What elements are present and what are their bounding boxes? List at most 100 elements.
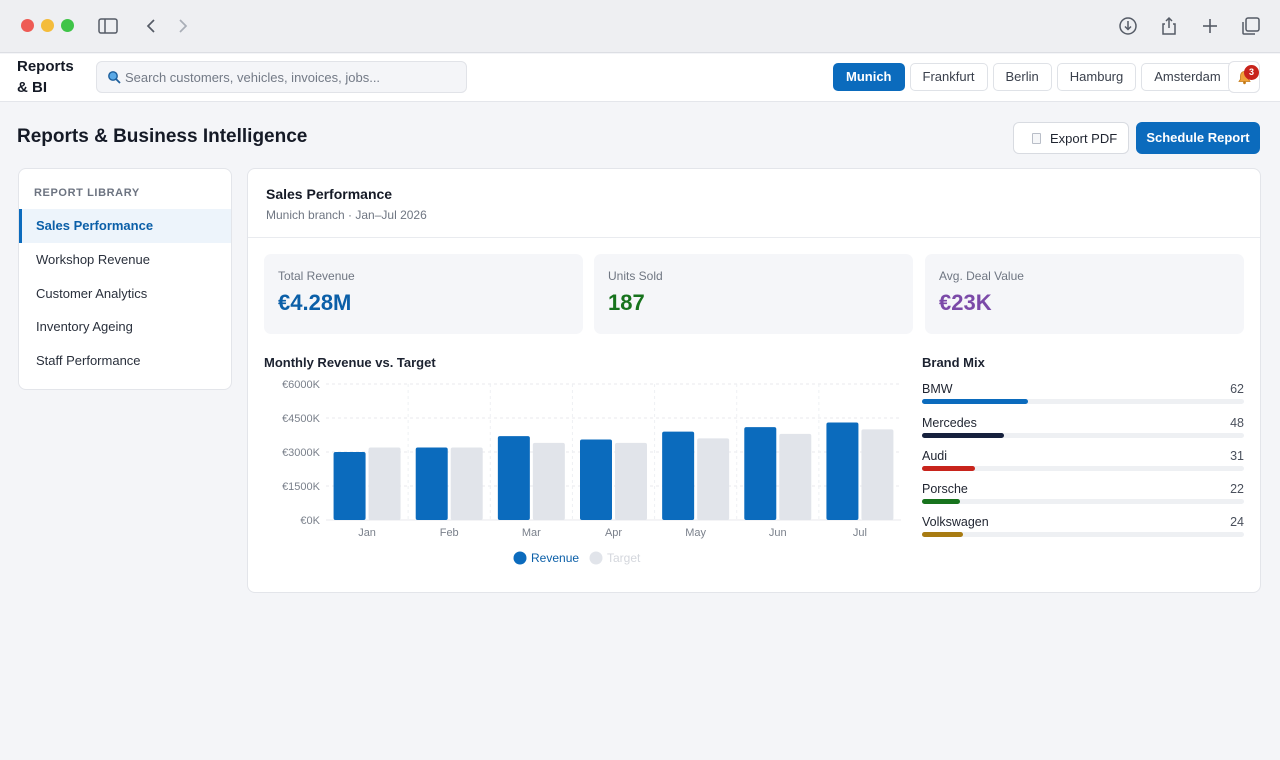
report-title: Sales Performance (266, 186, 393, 202)
y-tick-label: €1500K (282, 481, 321, 493)
export-pdf-button[interactable]: Export PDF (1013, 122, 1129, 154)
brand-bar-fill (922, 433, 1005, 438)
brand-bar-fill (922, 466, 976, 471)
brand-value: 24 (1230, 515, 1244, 529)
kpi-card-total-revenue: Total Revenue €4.28M (264, 254, 583, 334)
bar-revenue-may (662, 431, 695, 520)
y-tick-label: €3000K (282, 447, 321, 459)
download-icon[interactable] (1117, 15, 1139, 37)
app-title: Reports & BI (17, 58, 74, 96)
y-tick-label: €4500K (282, 413, 321, 425)
brand-bar-track (922, 532, 1244, 537)
x-tick-label: Jan (358, 527, 376, 539)
brand-bar-fill (922, 499, 960, 504)
export-pdf-label: Export PDF (1050, 131, 1118, 146)
kpi-label: Units Sold (608, 269, 663, 283)
brand-row-porsche: Porsche 22 (922, 482, 1244, 512)
y-tick-label: €0K (300, 515, 320, 527)
brand-name: Mercedes (922, 416, 977, 430)
bar-revenue-jul (826, 422, 859, 520)
kpi-card-avg-deal-value: Avg. Deal Value €23K (925, 254, 1244, 334)
sidebar-item-staff-performance[interactable]: Staff Performance (36, 353, 141, 368)
brand-row-volkswagen: Volkswagen 24 (922, 515, 1244, 545)
branch-selector: Munich Frankfurt Berlin Hamburg Amsterda… (833, 63, 1234, 91)
sidebar-item-sales-performance[interactable]: Sales Performance (19, 209, 231, 243)
brand-name: Audi (922, 449, 948, 463)
sidebar-heading: REPORT LIBRARY (34, 187, 140, 199)
brand-name: Volkswagen (922, 515, 989, 529)
notification-badge: 3 (1244, 65, 1259, 80)
y-tick-label: €6000K (282, 379, 321, 391)
report-library-sidebar: REPORT LIBRARY Sales Performance Worksho… (18, 168, 232, 390)
x-tick-label: Jul (853, 527, 867, 539)
bar-target-jan (368, 447, 401, 520)
sidebar-item-customer-analytics[interactable]: Customer Analytics (36, 286, 148, 301)
notifications-button[interactable]: 3 (1228, 61, 1260, 93)
kpi-card-units-sold: Units Sold 187 (594, 254, 913, 334)
brand-value: 62 (1230, 382, 1244, 396)
kpi-label: Total Revenue (278, 269, 355, 283)
revenue-vs-target-chart: €6000K €4500K €3000K €1500K €0K Jan Feb Mar Apr M… (264, 375, 904, 570)
brand-mix-title: Brand Mix (922, 355, 985, 370)
x-tick-label: Apr (605, 527, 622, 539)
brand-row-bmw: BMW 62 (922, 382, 1244, 412)
zoom-window-button[interactable] (61, 19, 74, 32)
bar-revenue-jun (744, 427, 777, 520)
bar-revenue-jan (333, 452, 366, 520)
kpi-value: 187 (608, 290, 645, 315)
search-input[interactable] (125, 62, 455, 92)
search-icon (107, 70, 121, 84)
branch-tab-berlin[interactable]: Berlin (992, 63, 1052, 91)
legend-swatch-target (589, 551, 603, 565)
report-subtitle: Munich branch · Jan–Jul 2026 (266, 208, 427, 222)
bar-target-jul (861, 429, 894, 520)
bar-target-feb (450, 447, 483, 520)
report-panel: Sales Performance Munich branch · Jan–Ju… (247, 168, 1261, 593)
schedule-report-button[interactable]: Schedule Report (1136, 122, 1260, 154)
bar-chart: €6000K €4500K €3000K €1500K €0K Jan Feb Mar Apr M… (282, 379, 901, 565)
sidebar-item-workshop-revenue[interactable]: Workshop Revenue (36, 252, 150, 267)
legend-swatch-revenue (513, 551, 527, 565)
new-tab-icon[interactable] (1199, 15, 1221, 37)
brand-value: 48 (1230, 416, 1244, 430)
brand-name: Porsche (922, 482, 968, 496)
brand-row-audi: Audi 31 (922, 449, 1244, 479)
page-title: Reports & Business Intelligence (17, 126, 308, 147)
kpi-label: Avg. Deal Value (939, 269, 1024, 283)
brand-bar-fill (922, 532, 964, 537)
branch-tab-frankfurt[interactable]: Frankfurt (909, 63, 988, 91)
brand-bar-track (922, 466, 1244, 471)
legend-label-revenue: Revenue (531, 551, 579, 565)
brand-bar-track (922, 499, 1244, 504)
divider (248, 237, 1260, 238)
search-box[interactable] (96, 61, 467, 93)
forward-icon[interactable] (172, 15, 194, 37)
bar-target-mar (532, 442, 565, 520)
back-icon[interactable] (140, 15, 162, 37)
brand-bar-track (922, 433, 1244, 438)
branch-tab-hamburg[interactable]: Hamburg (1056, 63, 1137, 91)
x-tick-label: Mar (522, 527, 541, 539)
bar-revenue-apr (580, 439, 612, 520)
tabs-overview-icon[interactable] (1240, 15, 1262, 37)
bar-target-may (697, 438, 730, 520)
close-window-button[interactable] (21, 19, 34, 32)
branch-tab-munich[interactable]: Munich (833, 63, 905, 91)
brand-bar-track (922, 399, 1244, 404)
kpi-value: €4.28M (278, 290, 352, 315)
kpi-value: €23K (939, 290, 992, 315)
brand-value: 22 (1230, 482, 1244, 496)
browser-toolbar (0, 0, 1280, 53)
share-icon[interactable] (1158, 15, 1180, 37)
app-header: Reports & BI Munich Frankfurt Berlin Ham… (0, 54, 1280, 102)
brand-row-mercedes: Mercedes 48 (922, 416, 1244, 446)
legend-label-target: Target (607, 551, 641, 565)
x-tick-label: Feb (440, 527, 459, 539)
sidebar-item-inventory-ageing[interactable]: Inventory Ageing (36, 319, 133, 334)
brand-name: BMW (922, 382, 953, 396)
sidebar-toggle-icon[interactable] (97, 15, 119, 37)
branch-tab-amsterdam[interactable]: Amsterdam (1141, 63, 1234, 91)
document-icon (1032, 133, 1041, 144)
minimize-window-button[interactable] (41, 19, 54, 32)
bar-revenue-mar (497, 436, 530, 520)
